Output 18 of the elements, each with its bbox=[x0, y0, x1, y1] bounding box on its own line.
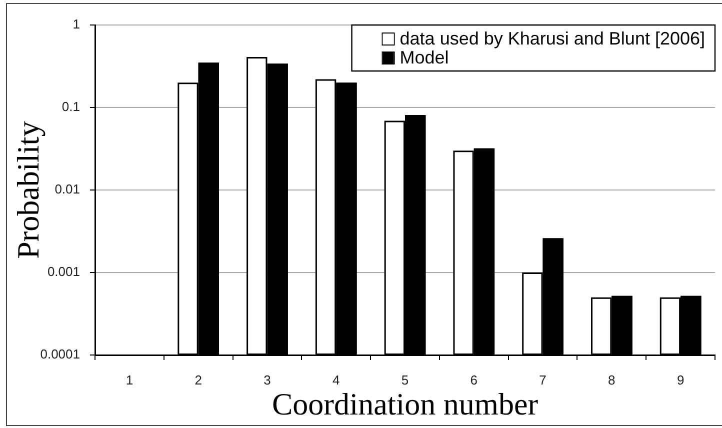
y-tick-label: 0.01 bbox=[54, 182, 80, 197]
x-tick-label: 7 bbox=[539, 372, 546, 388]
x-tick-label: 4 bbox=[332, 372, 340, 388]
y-tick-label: 0.0001 bbox=[40, 346, 80, 362]
x-tick-label: 8 bbox=[608, 372, 616, 388]
x-axis-title: Coordination number bbox=[272, 386, 539, 422]
legend-label: data used by Kharusi and Blunt [2006] bbox=[400, 28, 705, 48]
x-tick-label: 6 bbox=[470, 372, 478, 388]
legend-label: Model bbox=[400, 47, 449, 68]
y-tick-label: 0.1 bbox=[62, 99, 80, 114]
x-tick-label: 5 bbox=[401, 372, 409, 388]
x-tick-label: 1 bbox=[126, 372, 134, 388]
x-tick-label: 3 bbox=[264, 372, 271, 388]
y-axis-title: Probability bbox=[10, 120, 46, 259]
y-tick-label: 0.001 bbox=[47, 264, 80, 280]
x-tick-label: 2 bbox=[194, 372, 202, 388]
x-tick-label: 9 bbox=[676, 372, 684, 388]
y-tick-label: 1 bbox=[72, 16, 80, 32]
